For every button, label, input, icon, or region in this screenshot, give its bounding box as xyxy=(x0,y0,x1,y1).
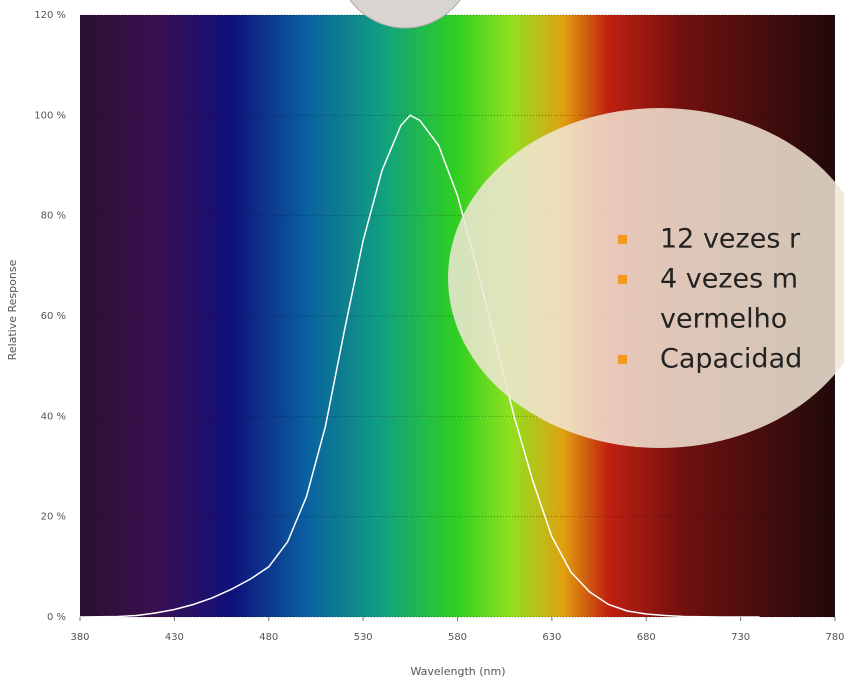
x-tick-label: 380 xyxy=(70,632,89,643)
y-tick-label: 100 % xyxy=(34,110,66,121)
y-axis-label: Relative Response xyxy=(6,259,19,360)
x-tick-label: 530 xyxy=(354,632,373,643)
bullet-text: 4 vezes m xyxy=(660,264,798,295)
bullet-text: 12 vezes r xyxy=(660,224,801,255)
y-tick-label: 0 % xyxy=(47,612,66,623)
x-tick-label: 680 xyxy=(637,632,656,643)
y-tick-label: 40 % xyxy=(41,411,66,422)
chart: Relative Response Wavelength (nm) 12 vez… xyxy=(0,0,844,688)
bullet-marker xyxy=(618,275,627,284)
x-tick-label: 730 xyxy=(731,632,750,643)
y-tick-label: 80 % xyxy=(41,211,66,222)
x-tick-label: 580 xyxy=(448,632,467,643)
y-tick-label: 60 % xyxy=(41,311,66,322)
x-tick-label: 430 xyxy=(165,632,184,643)
bullet-marker xyxy=(618,235,627,244)
x-tick-label: 480 xyxy=(259,632,278,643)
x-axis-label: Wavelength (nm) xyxy=(410,665,505,678)
bullet-text: vermelho xyxy=(660,304,787,335)
y-tick-label: 120 % xyxy=(34,10,66,21)
y-tick-label: 20 % xyxy=(41,512,66,523)
bullet-marker xyxy=(618,355,627,364)
x-tick-label: 630 xyxy=(542,632,561,643)
x-tick-label: 780 xyxy=(825,632,844,643)
bullet-text: Capacidad xyxy=(660,344,802,375)
